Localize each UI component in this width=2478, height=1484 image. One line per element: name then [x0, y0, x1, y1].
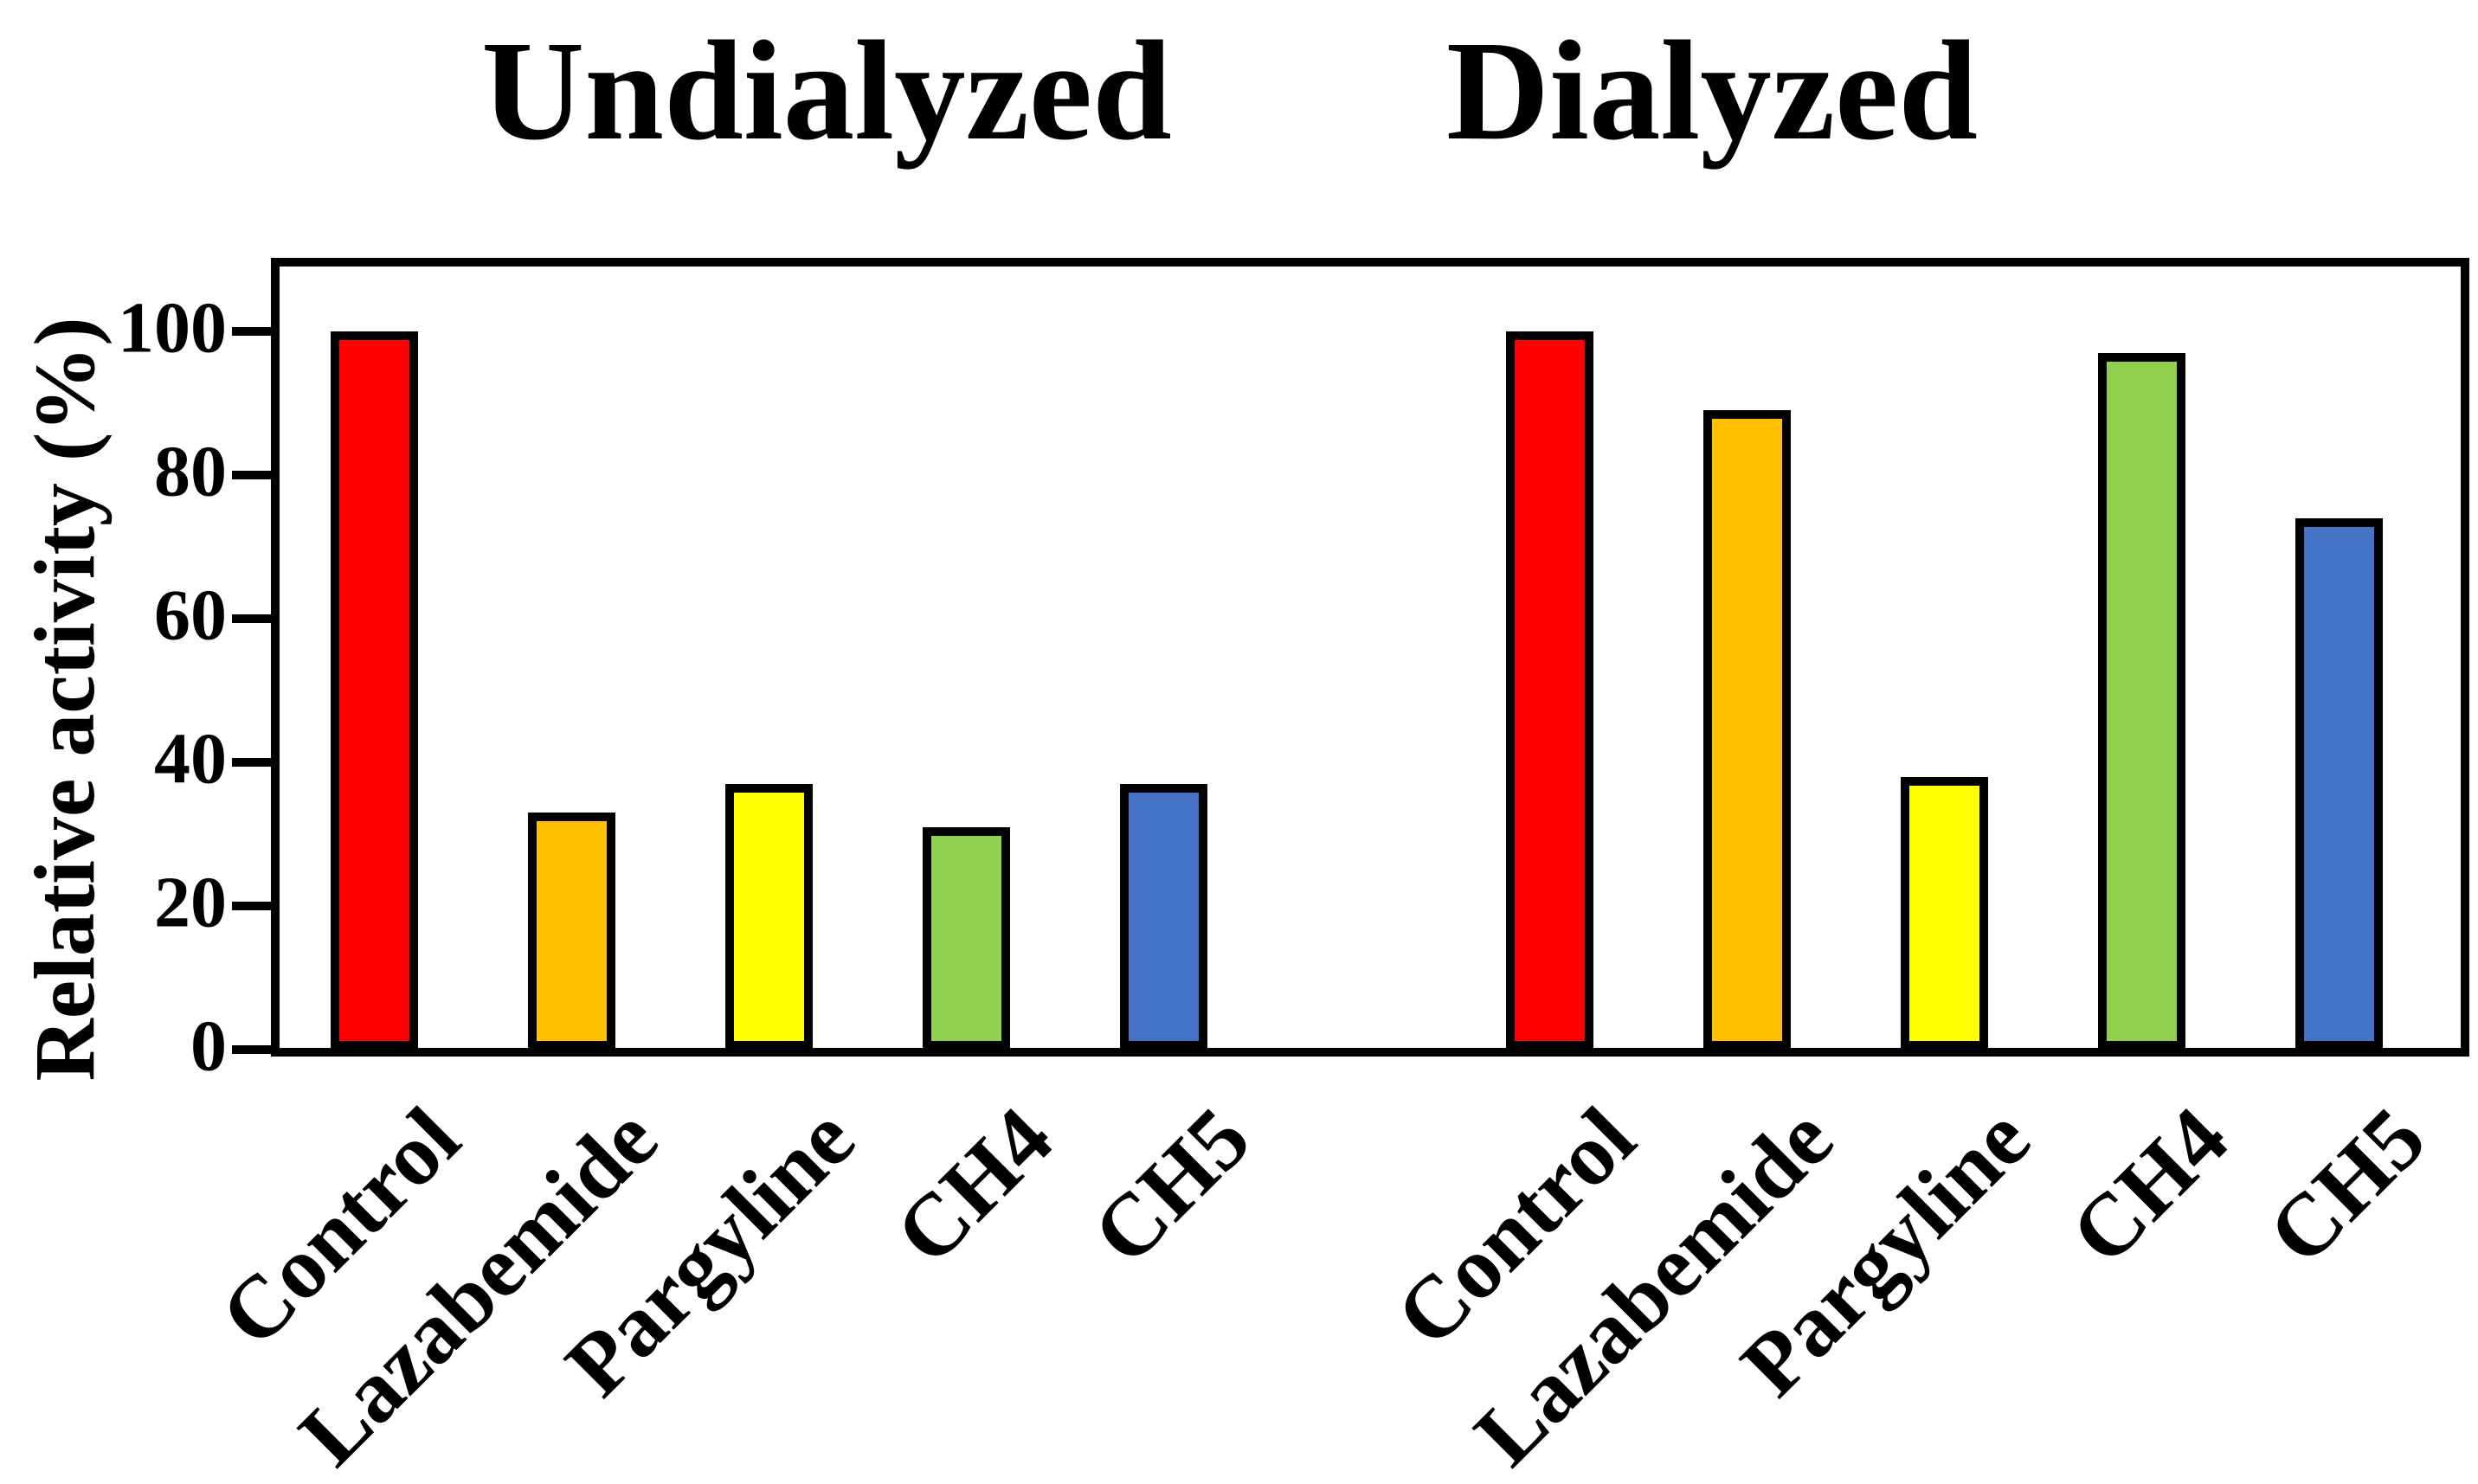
y-tick-mark-100 — [232, 327, 274, 336]
bar-dialyzed-pargyline — [1901, 777, 1988, 1050]
y-tick-label-20: 20 — [154, 862, 227, 943]
group-title-undialyzed: Undialyzed — [481, 11, 1172, 170]
x-tick-label-dialyzed-ch5: CH5 — [2250, 1089, 2444, 1283]
bar-dialyzed-lazabemide — [1703, 410, 1791, 1050]
bar-undialyzed-lazabemide — [528, 813, 615, 1050]
x-tick-label-undialyzed-ch5: CH5 — [1074, 1089, 1269, 1283]
x-tick-label-undialyzed-ch4: CH4 — [877, 1089, 1072, 1283]
x-tick-label-dialyzed-ch4: CH4 — [2052, 1089, 2247, 1283]
y-tick-mark-0 — [232, 1045, 274, 1054]
bar-undialyzed-pargyline — [725, 784, 813, 1050]
bar-undialyzed-ch4 — [923, 827, 1010, 1050]
y-tick-mark-20 — [232, 902, 274, 910]
y-tick-label-100: 100 — [118, 287, 227, 369]
y-tick-label-40: 40 — [154, 718, 227, 800]
bar-undialyzed-ch5 — [1120, 784, 1207, 1050]
bar-undialyzed-control — [331, 331, 418, 1050]
y-tick-mark-60 — [232, 614, 274, 623]
bar-dialyzed-control — [1506, 331, 1593, 1050]
bar-dialyzed-ch4 — [2098, 353, 2185, 1050]
group-title-dialyzed: Dialyzed — [1445, 11, 1979, 170]
y-tick-mark-40 — [232, 758, 274, 767]
y-tick-mark-80 — [232, 471, 274, 479]
y-tick-label-60: 60 — [154, 575, 227, 656]
y-tick-label-0: 0 — [190, 1005, 227, 1087]
y-tick-label-80: 80 — [154, 431, 227, 512]
bar-dialyzed-ch5 — [2295, 518, 2383, 1050]
